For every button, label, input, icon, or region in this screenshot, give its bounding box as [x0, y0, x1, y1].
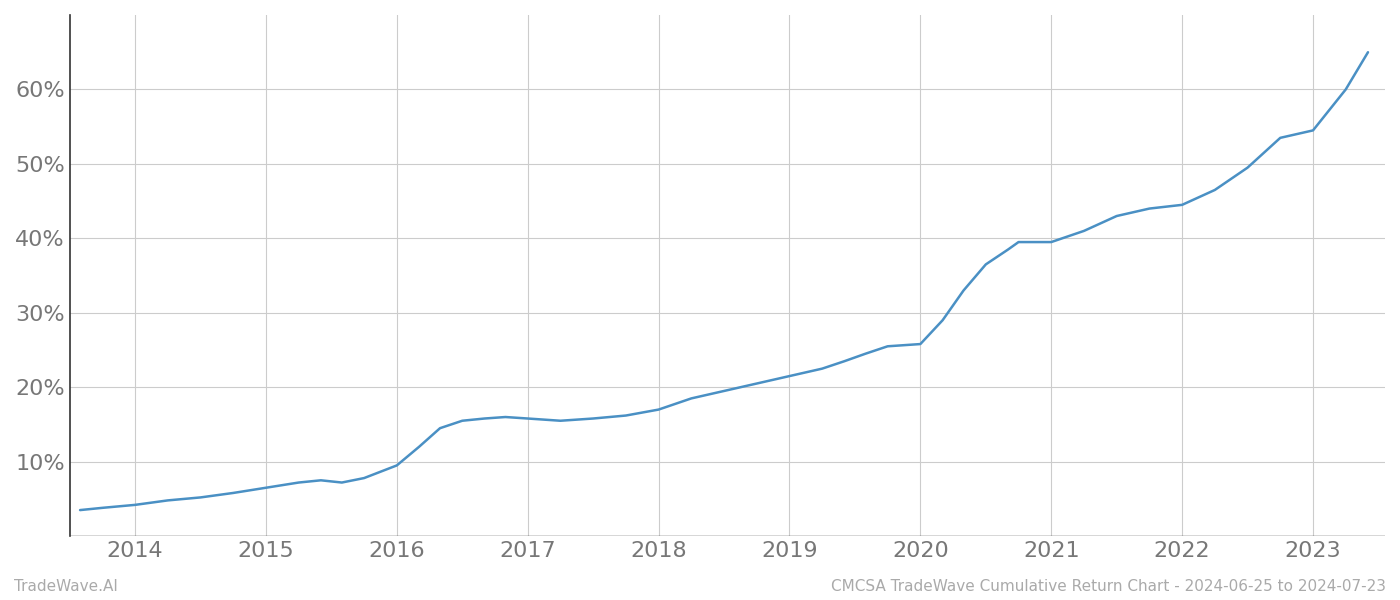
Text: TradeWave.AI: TradeWave.AI: [14, 579, 118, 594]
Text: CMCSA TradeWave Cumulative Return Chart - 2024-06-25 to 2024-07-23: CMCSA TradeWave Cumulative Return Chart …: [832, 579, 1386, 594]
